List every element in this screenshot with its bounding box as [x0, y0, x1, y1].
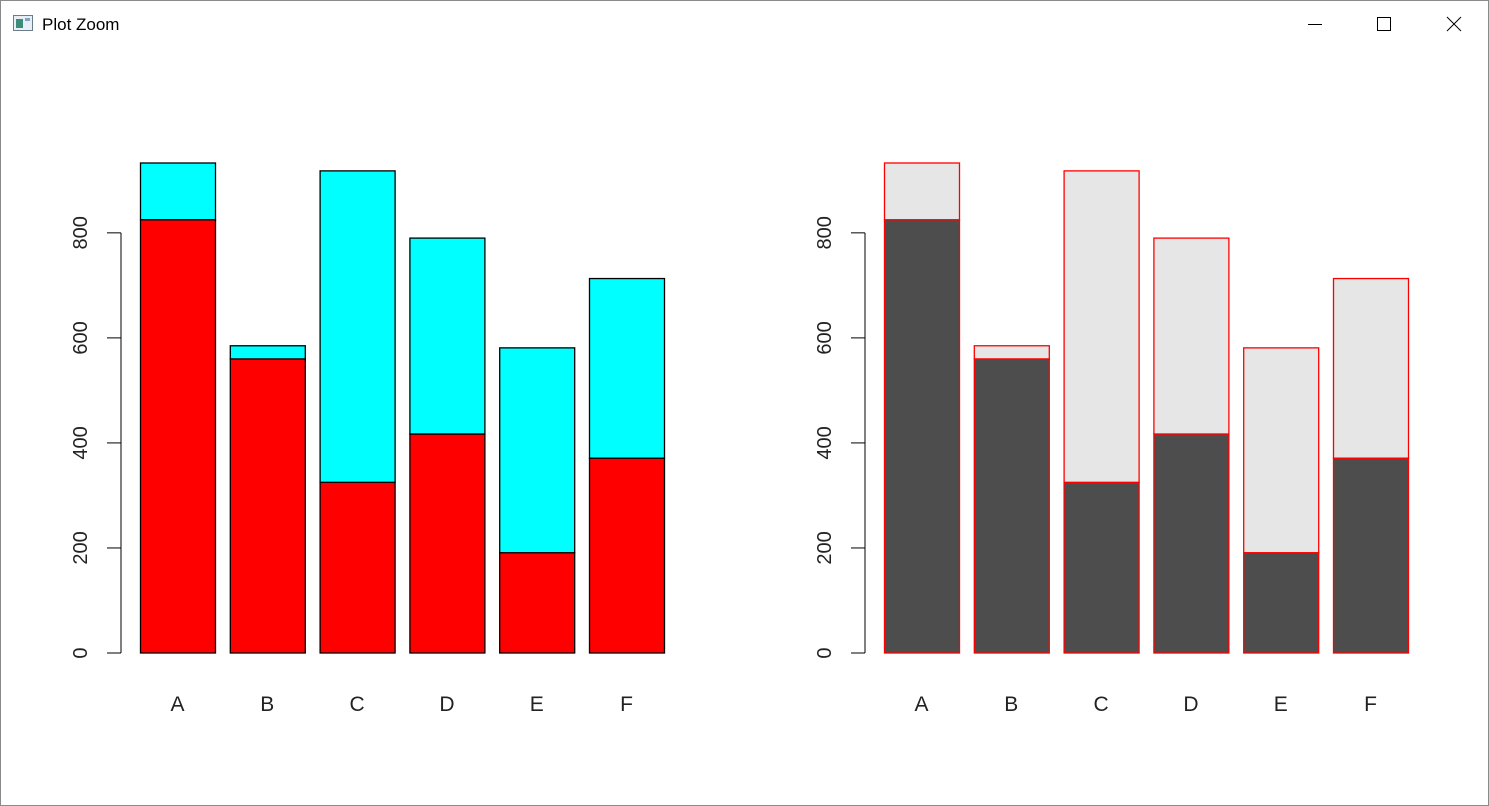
y-tick-label: 400: [814, 426, 836, 459]
y-tick-label: 200: [70, 531, 92, 564]
x-tick-label: C: [1094, 693, 1109, 716]
bar-F-segment-1: [1332, 457, 1410, 654]
y-tick-label: 800: [814, 216, 836, 249]
chart-1: 0 200 400 600 800 A B C D E F: [70, 162, 666, 716]
y-tick-label: 600: [814, 321, 836, 354]
title-bar[interactable]: Plot Zoom: [1, 1, 1488, 47]
y-tick-label: 400: [70, 426, 92, 459]
x-tick-label: B: [1004, 693, 1018, 716]
x-tick-label: F: [1364, 693, 1377, 716]
x-tick-label: C: [350, 693, 365, 716]
plot-window-icon: [13, 15, 33, 31]
bar-E-segment-1: [1243, 552, 1320, 654]
x-tick-label: E: [1274, 693, 1288, 716]
minimize-button[interactable]: [1280, 1, 1350, 47]
bar-C-segment-2: [1063, 170, 1140, 483]
bar-C-segment-2: [319, 170, 396, 483]
x-tick-label: B: [260, 693, 274, 716]
bar-B-segment-2: [229, 345, 306, 360]
y-tick-label: 0: [70, 647, 92, 658]
bar-B-segment-1: [229, 358, 306, 654]
x-tick-label: D: [1183, 693, 1198, 716]
maximize-icon: [1377, 17, 1391, 31]
x-tick-label: F: [620, 693, 633, 716]
close-button[interactable]: [1419, 1, 1489, 47]
bar-F-segment-2: [1332, 277, 1410, 459]
bar-F-segment-1: [588, 457, 666, 654]
y-tick-label: 0: [814, 647, 836, 658]
bar-A-segment-1: [139, 219, 217, 654]
bar-C-segment-1: [1063, 481, 1140, 654]
x-tick-label: A: [914, 693, 928, 716]
bar-D-segment-1: [1153, 433, 1230, 654]
bar-E-segment-2: [499, 347, 576, 554]
bar-F-segment-2: [588, 277, 666, 459]
bar-E-segment-2: [1243, 347, 1320, 554]
bar-A-segment-1: [883, 219, 961, 654]
x-tick-label: E: [530, 693, 544, 716]
bar-C-segment-1: [319, 481, 396, 654]
chart-2: 0 200 400 600 800 A B C D E F: [814, 162, 1410, 716]
y-tick-label: 600: [70, 321, 92, 354]
x-tick-label: A: [170, 693, 184, 716]
bar-D-segment-2: [1153, 237, 1230, 435]
minimize-icon: [1308, 24, 1322, 25]
bar-E-segment-1: [499, 552, 576, 654]
bar-A-segment-2: [883, 162, 961, 221]
bar-A-segment-2: [139, 162, 217, 221]
maximize-button[interactable]: [1349, 1, 1419, 47]
close-icon: [1446, 16, 1462, 32]
bar-D-segment-1: [409, 433, 486, 654]
bar-B-segment-1: [973, 358, 1050, 654]
window-title: Plot Zoom: [42, 15, 120, 34]
bar-D-segment-2: [409, 237, 486, 435]
x-tick-label: D: [439, 693, 454, 716]
y-tick-label: 800: [70, 216, 92, 249]
bar-B-segment-2: [973, 345, 1050, 360]
y-tick-label: 200: [814, 531, 836, 564]
